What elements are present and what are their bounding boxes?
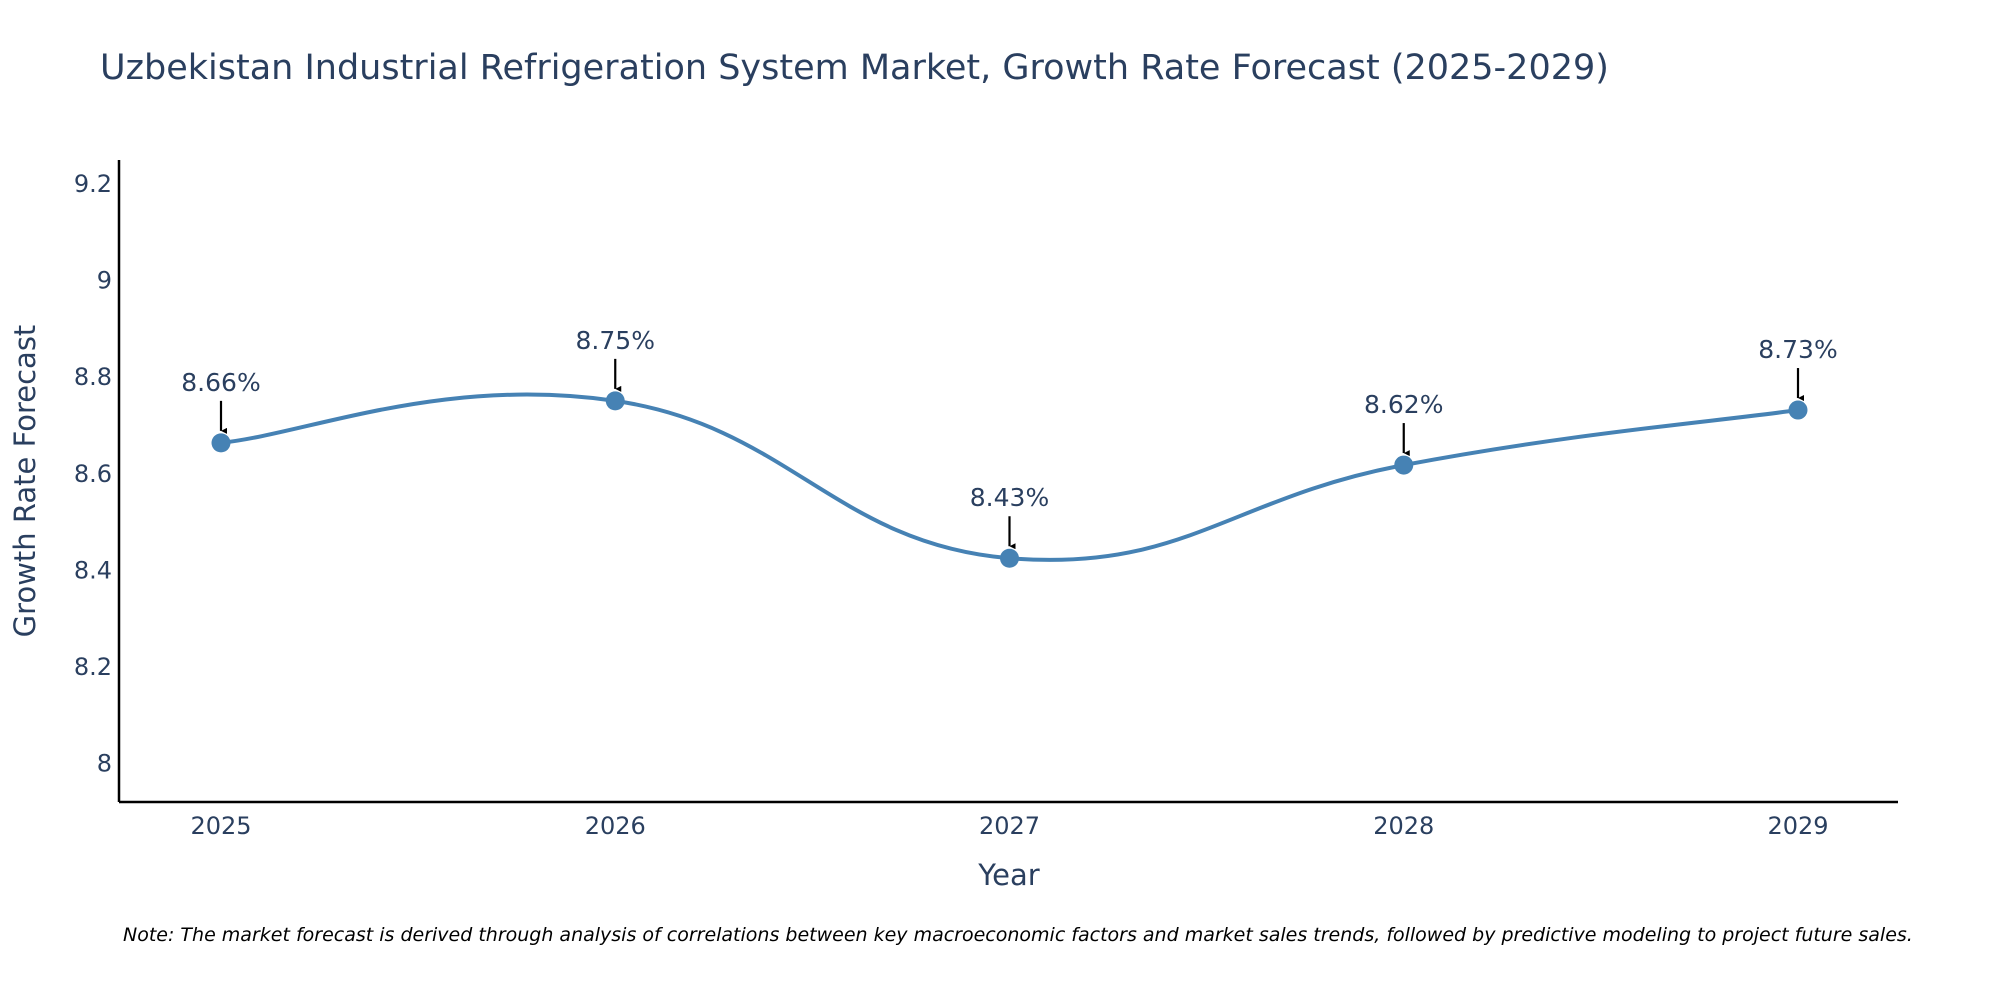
data-label: 8.62% <box>1364 390 1443 419</box>
data-point <box>1000 548 1019 568</box>
x-tick-labels: 2025 2026 2027 2028 2029 <box>190 812 1828 840</box>
data-point <box>605 391 625 411</box>
x-axis-title: Year <box>977 858 1039 892</box>
x-tick-label: 2025 <box>190 812 251 840</box>
y-tick-label: 9.2 <box>74 170 112 198</box>
data-point <box>1394 455 1414 475</box>
y-tick-label: 9 <box>97 267 112 295</box>
chart-title: Uzbekistan Industrial Refrigeration Syst… <box>100 48 1609 88</box>
data-point <box>211 433 231 453</box>
x-tick-label: 2027 <box>979 812 1040 840</box>
y-axis-title: Growth Rate Forecast <box>8 325 42 638</box>
x-tick-label: 2026 <box>585 812 646 840</box>
y-tick-label: 8.4 <box>74 556 112 584</box>
data-label: 8.73% <box>1758 335 1837 364</box>
y-tick-label: 8.8 <box>74 363 112 391</box>
x-tick-label: 2028 <box>1373 812 1434 840</box>
x-tick-label: 2029 <box>1767 812 1828 840</box>
data-label: 8.66% <box>181 368 260 397</box>
y-tick-label: 8.2 <box>74 653 112 681</box>
data-label: 8.75% <box>576 326 655 355</box>
y-tick-label: 8.6 <box>74 460 112 488</box>
y-tick-labels: 8 8.2 8.4 8.6 8.8 9 9.2 <box>74 170 112 777</box>
data-point <box>1788 400 1808 420</box>
data-label-annotations: 8.66% 8.75% 8.43% 8.62% 8.73% <box>181 326 1838 550</box>
data-label: 8.43% <box>970 483 1049 512</box>
series-markers <box>211 391 1808 568</box>
axes <box>117 160 1898 804</box>
y-tick-label: 8 <box>97 749 112 777</box>
footnote: Note: The market forecast is derived thr… <box>123 924 1913 946</box>
